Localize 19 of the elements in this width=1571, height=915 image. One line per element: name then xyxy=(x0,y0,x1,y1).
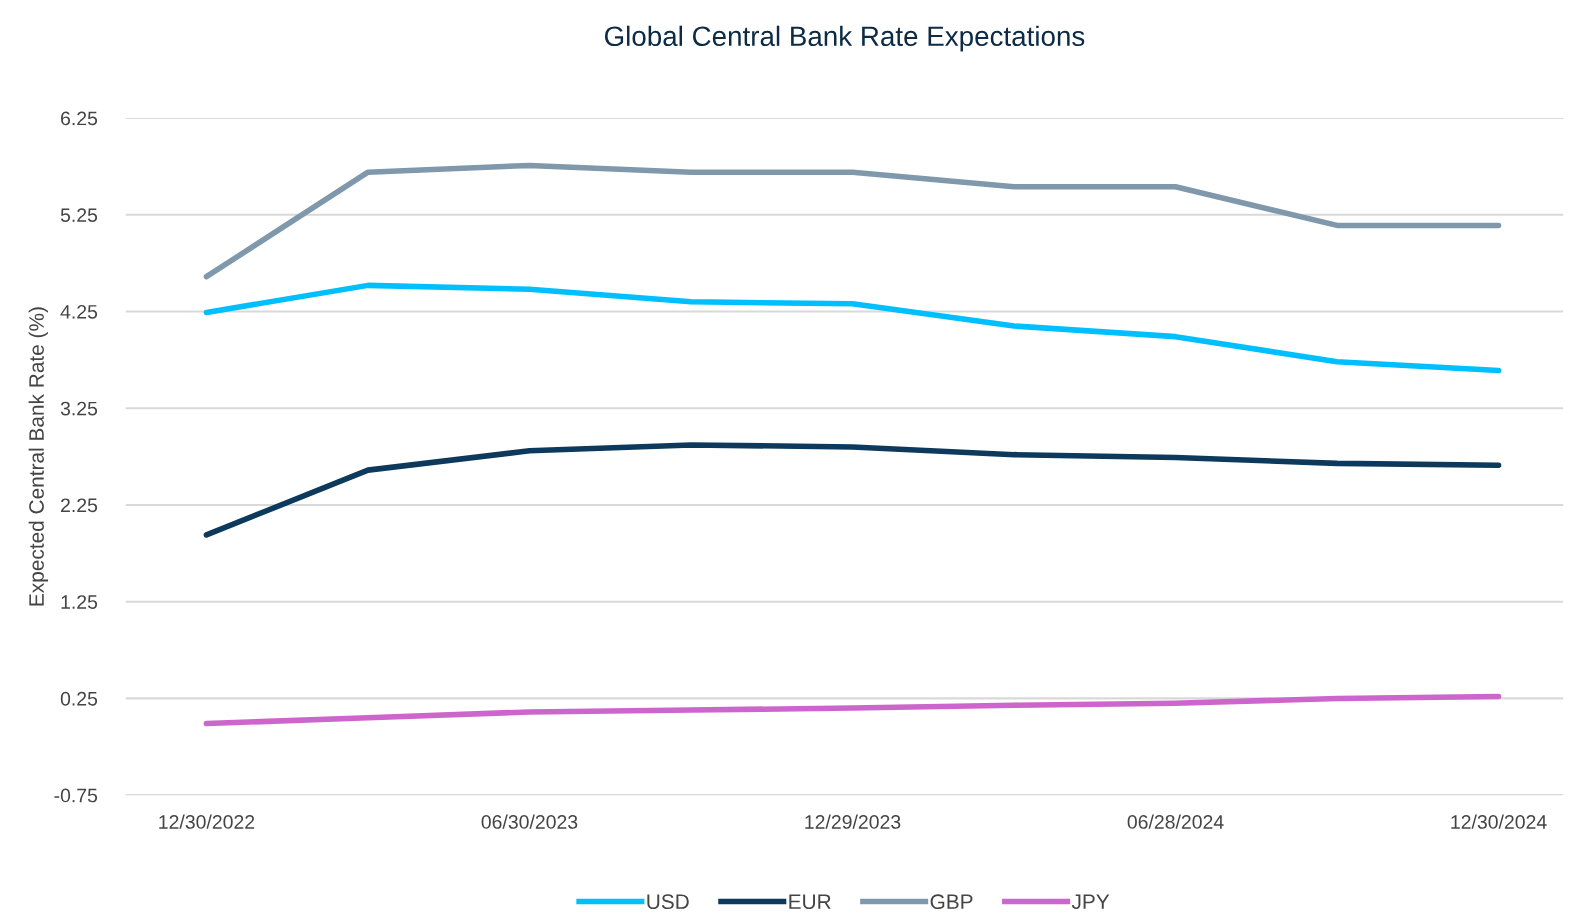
legend-label: JPY xyxy=(1071,894,1110,910)
legend-label: EUR xyxy=(789,894,831,910)
y-tick-label: 6.25 xyxy=(61,111,98,126)
x-tick-label: 12/30/2024 xyxy=(1451,814,1547,829)
x-tick-label: 06/30/2023 xyxy=(481,814,578,829)
x-tick-label: 06/28/2024 xyxy=(1127,814,1224,829)
y-tick-label: 5.25 xyxy=(60,208,98,222)
y-axis-title: Expected Central Bank Rate (%) xyxy=(28,307,49,606)
y-tick-label: -0.75 xyxy=(54,788,98,803)
y-tick-label: 4.25 xyxy=(60,304,98,319)
legend-label: USD xyxy=(647,894,689,910)
y-tick-label: 0.25 xyxy=(60,691,98,706)
x-tick-label: 12/30/2022 xyxy=(159,814,255,829)
y-tick-label: 3.25 xyxy=(60,401,98,416)
x-tick-label: 12/29/2023 xyxy=(805,814,901,829)
y-tick-label: 1.25 xyxy=(61,595,98,609)
chart-title: Global Central Bank Rate Expectations xyxy=(604,25,1085,52)
legend-label: GBP xyxy=(930,894,973,910)
y-tick-label: 2.25 xyxy=(61,498,98,513)
